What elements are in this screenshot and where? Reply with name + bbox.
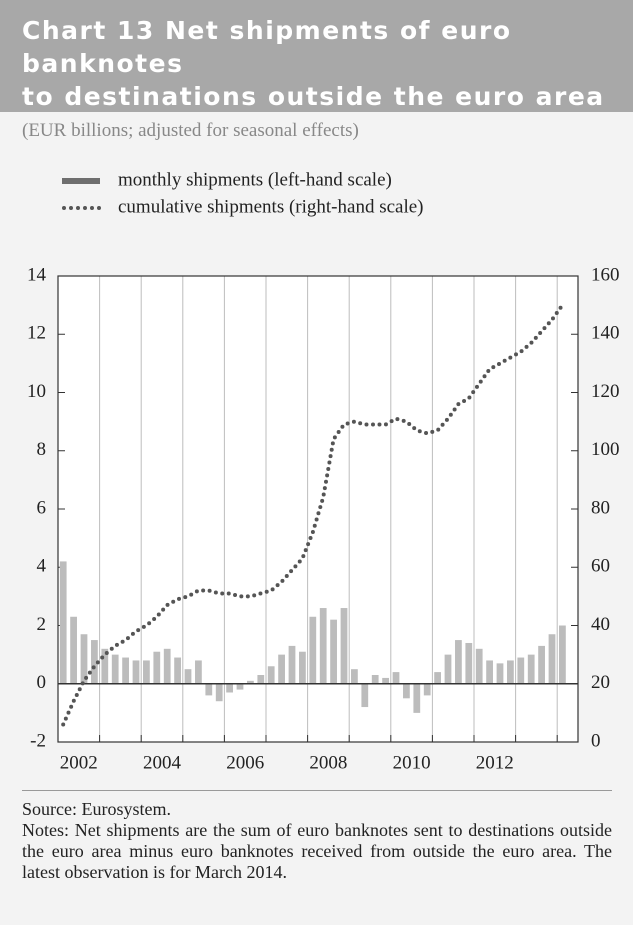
x-tick-label: 2006 (226, 752, 264, 773)
source: Source: Eurosystem. (22, 799, 171, 819)
bar (465, 642, 473, 684)
y-tick-label: 10 (27, 381, 46, 402)
bar (392, 672, 400, 684)
x-tick-label: 2004 (143, 752, 182, 773)
y2-tick-label: 140 (591, 323, 620, 344)
bar (195, 660, 202, 684)
title-line: to destinations outside the euro area (22, 82, 605, 111)
bar (361, 683, 369, 708)
bar (174, 657, 181, 684)
x-tick-label: 2010 (393, 752, 431, 773)
bar (319, 608, 327, 684)
bar (413, 683, 421, 713)
bar (434, 672, 441, 684)
x-tick-label: 2008 (309, 752, 347, 773)
y-tick-label: 14 (27, 264, 47, 285)
bar (475, 648, 483, 684)
bar (132, 660, 140, 684)
y-tick-label: -2 (30, 730, 46, 751)
bar (205, 683, 213, 696)
bar (70, 616, 77, 684)
footer: Source: Eurosystem. Notes: Net shipments… (22, 790, 612, 883)
notes: Notes: Net shipments are the sum of euro… (22, 820, 612, 882)
title-box: Chart 13 Net shipments of euro banknotes… (0, 0, 633, 112)
chart: monthly shipments (left-hand scale) cumul… (27, 169, 620, 773)
title-line: Chart 13 Net shipments of euro banknotes (22, 16, 512, 78)
y2-tick-label: 0 (591, 730, 601, 751)
bar (507, 660, 514, 684)
bar (527, 654, 535, 684)
bar (101, 648, 109, 684)
bar (403, 683, 410, 699)
bar (538, 645, 545, 684)
bar (163, 648, 171, 684)
y-tick-label: 4 (37, 556, 47, 577)
bar (423, 683, 431, 696)
bar (267, 666, 275, 684)
bar (330, 619, 337, 684)
x-tick-label: 2002 (60, 752, 98, 773)
bar (143, 660, 150, 684)
bar (153, 651, 161, 684)
plot-frame (57, 275, 579, 743)
bar (226, 683, 233, 693)
bar (382, 677, 389, 684)
y-tick-label: 12 (27, 323, 46, 344)
legend-label: cumulative shipments (right-hand scale) (118, 196, 424, 217)
bar (309, 616, 317, 684)
bar (486, 660, 493, 684)
bar (278, 654, 285, 684)
y2-tick-label: 80 (591, 497, 610, 518)
y2-tick-label: 60 (591, 556, 610, 577)
x-tick-label: 2012 (476, 752, 514, 773)
bar (236, 683, 244, 690)
bar (122, 657, 129, 684)
bar (455, 640, 462, 684)
bar (517, 657, 525, 684)
y2-tick-label: 40 (591, 614, 610, 635)
bar (351, 669, 358, 684)
y2-tick-label: 120 (591, 381, 620, 402)
y-tick-label: 2 (37, 614, 47, 635)
bar (340, 608, 348, 684)
bar (559, 625, 566, 684)
bar (257, 675, 265, 684)
y-tick-label: 8 (37, 439, 47, 460)
bar (299, 651, 306, 684)
y-tick-label: 6 (37, 497, 47, 518)
y-tick-label: 0 (37, 672, 47, 693)
bar (111, 654, 119, 684)
bar (80, 634, 88, 684)
subtitle: (EUR billions; adjusted for seasonal eff… (22, 120, 359, 141)
bar (548, 634, 556, 684)
bar (91, 640, 98, 684)
y2-tick-label: 160 (591, 264, 620, 285)
legend-label: monthly shipments (left-hand scale) (118, 169, 392, 190)
y2-tick-label: 20 (591, 672, 610, 693)
bar (215, 683, 223, 702)
bar (444, 654, 452, 684)
bar (184, 669, 192, 684)
bar (288, 645, 296, 684)
bar (371, 675, 379, 684)
bar (59, 561, 67, 684)
bar (496, 663, 504, 684)
y2-tick-label: 100 (591, 439, 620, 460)
cumulative-line (61, 303, 565, 727)
bar (247, 680, 254, 684)
